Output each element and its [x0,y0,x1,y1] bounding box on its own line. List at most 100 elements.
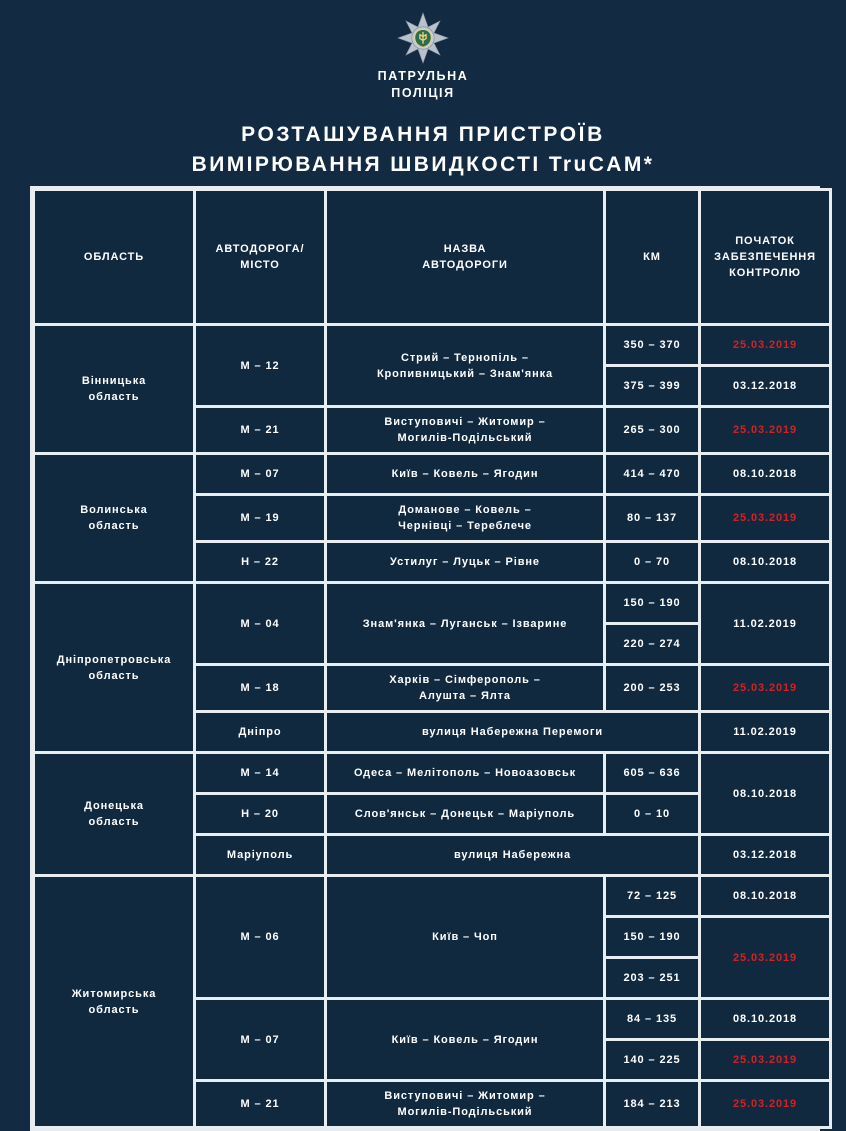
column-header-region: ОБЛАСТЬ [35,191,193,323]
column-header-road-name-line-2: АВТОДОРОГИ [422,259,508,271]
km-cell: 265 – 300 [606,408,698,452]
table-row: М – 21 Виступовичі – Житомир – Могилів-Под… [35,408,829,452]
control-start-date-highlighted: 25.03.2019 [701,326,829,364]
column-header-km: КМ [606,191,698,323]
region-name-line-1: Вінницька [81,375,147,387]
control-start-date-highlighted: 25.03.2019 [701,666,829,710]
table-row: Маріуполь вулиця Набережна 03.12.2018 [35,836,829,874]
road-name-cell: Київ – Чоп [327,877,603,997]
km-cell: 84 – 135 [606,1000,698,1038]
column-header-road-name-line-1: НАЗВА [443,243,487,255]
column-header-road-line-1: АВТОДОРОГА/ [215,243,305,255]
km-cell: 0 – 10 [606,795,698,833]
region-name-line-2: область [88,669,140,682]
region-cell: Житомирська область [35,877,193,1126]
control-start-date: 03.12.2018 [701,836,829,874]
road-name-line-1: Знам'янка – Луганськ – Ізварине [362,617,568,630]
table-row: 375 – 399 03.12.2018 [35,367,829,405]
region-name-line-2: область [88,520,140,532]
page-title-line-2: ВИМІРЮВАННЯ ШВИДКОСТІ TruCAM* [191,153,655,176]
table-head: ОБЛАСТЬ АВТОДОРОГА/ МІСТО НАЗВА АВТОДОРО… [35,191,829,323]
control-start-date: 11.02.2019 [701,584,829,663]
road-name-line-1: Київ – Ковель – Ягодин [391,468,539,480]
road-code-cell: М – 18 [196,666,324,710]
speed-camera-table: ОБЛАСТЬ АВТОДОРОГА/ МІСТО НАЗВА АВТОДОРО… [32,188,832,1129]
km-cell: 72 – 125 [606,877,698,915]
km-cell: 350 – 370 [606,326,698,364]
road-name-cell: Одеса – Мелітополь – Новоазовськ [327,754,603,792]
km-cell: 375 – 399 [606,367,698,405]
road-name-cell: Доманове – Ковель – Чернівці – Тереблече [327,496,603,540]
region-cell: Донецька область [35,754,193,874]
control-start-date-highlighted: 25.03.2019 [701,496,829,540]
table-body: Вінницька область М – 12 Стрий – Тернопіль … [35,326,829,1126]
column-header-control-start-line-3: КОНТРОЛЮ [729,267,801,279]
table-row: М – 18 Харків – Сімферополь – Алушта – Ялт… [35,666,829,710]
column-header-control-start-line-1: ПОЧАТОК [735,235,795,247]
km-cell: 414 – 470 [606,455,698,493]
road-name-cell: вулиця Набережна Перемоги [327,713,698,751]
road-name-line-1: Виступовичі – Житомир – [384,1090,546,1102]
road-code-cell: М – 06 [196,877,324,997]
control-start-date: 08.10.2018 [701,877,829,915]
table-header-row: ОБЛАСТЬ АВТОДОРОГА/ МІСТО НАЗВА АВТОДОРО… [35,191,829,323]
region-name-line-1: Житомирська [71,987,157,1000]
road-name-line-2: Чернівці – Тереблече [398,520,532,532]
road-name-line-2: Могилів-Подільський [397,432,533,444]
road-name-cell: Знам'янка – Луганськ – Ізварине [327,584,603,663]
km-cell: 0 – 70 [606,543,698,581]
table-row: Волинська область М – 07 Київ – Ковель – Яг… [35,455,829,581]
region-name-line-1: Донецька [84,800,144,812]
road-name-line-1: вулиця Набережна Перемоги [421,726,603,738]
road-code-cell: Маріуполь [196,836,324,874]
km-cell: 150 – 190 [606,584,698,622]
road-code-cell: М – 19 [196,496,324,540]
road-name-line-1: Стрий – Тернопіль – [401,351,529,364]
column-header-control-start-line-2: ЗАБЕЗПЕЧЕННЯ [714,251,816,263]
road-name-line-2: Могилів-Подільський [397,1106,533,1118]
road-name-cell: Устилуг – Луцьк – Рівне [327,543,603,581]
road-name-cell: Слов'янськ – Донецьк – Маріуполь [327,795,603,833]
region-cell: Вінницька область [35,326,193,452]
control-start-date: 11.02.2019 [701,713,829,751]
column-header-road-name: НАЗВА АВТОДОРОГИ [327,191,603,323]
road-name-cell: Київ – Ковель – Ягодин [327,1000,603,1079]
region-cell: Дніпропетровська область [35,584,193,751]
road-name-line-1: Одеса – Мелітополь – Новоазовськ [353,767,577,779]
speed-camera-table-wrapper: ОБЛАСТЬ АВТОДОРОГА/ МІСТО НАЗВА АВТОДОРО… [30,186,832,1131]
table-row: 220 – 274 [35,625,829,663]
control-start-date-highlighted: 25.03.2019 [701,408,829,452]
km-cell: 140 – 225 [606,1041,698,1079]
km-cell: 203 – 251 [606,959,698,997]
brand-line-1: ПАТРУЛЬНА [377,69,469,83]
km-cell: 184 – 213 [606,1082,698,1126]
road-name-cell: Київ – Ковель – Ягодин [327,455,603,493]
road-name-line-1: Устилуг – Луцьк – Рівне [390,556,540,568]
region-name-line-1: Волинська [80,504,148,516]
road-name-cell: Стрий – Тернопіль – Кропивницький – Знам'… [327,326,603,405]
control-start-date: 08.10.2018 [701,543,829,581]
road-code-cell: М – 04 [196,584,324,663]
km-cell: 200 – 253 [606,666,698,710]
table-row: Донецька область М – 14 Одеса – Мелітополь … [35,754,829,874]
column-header-control-start: ПОЧАТОК ЗАБЕЗПЕЧЕННЯ КОНТРОЛЮ [701,191,829,323]
control-start-date-highlighted: 25.03.2019 [701,1041,829,1079]
road-name-cell: вулиця Набережна [327,836,698,874]
control-start-date: 08.10.2018 [701,455,829,493]
road-code-cell: М – 12 [196,326,324,405]
road-code-cell: Дніпро [196,713,324,751]
control-start-date-highlighted: 25.03.2019 [701,1082,829,1126]
police-badge-icon [397,12,449,64]
road-name-line-1: Виступовичі – Житомир – [384,416,546,428]
road-name-cell: Виступовичі – Житомир – Могилів-Подільськ… [327,1082,603,1126]
road-code-cell: Н – 22 [196,543,324,581]
road-name-line-1: Доманове – Ковель – [398,504,532,516]
table-row: Дніпропетровська область М – 04 Знам'янка –… [35,584,829,751]
road-name-line-1: Київ – Чоп [432,931,498,943]
brand-name: ПАТРУЛЬНА ПОЛІЦІЯ [0,68,846,102]
road-name-line-1: Слов'янськ – Донецьк – Маріуполь [354,808,576,820]
column-header-road-line-2: МІСТО [240,259,280,271]
road-name-cell: Виступовичі – Житомир – Могилів-Подільськ… [327,408,603,452]
page-title-line-1: РОЗТАШУВАННЯ ПРИСТРОЇВ [241,123,605,146]
region-name-line-2: область [88,1003,140,1016]
